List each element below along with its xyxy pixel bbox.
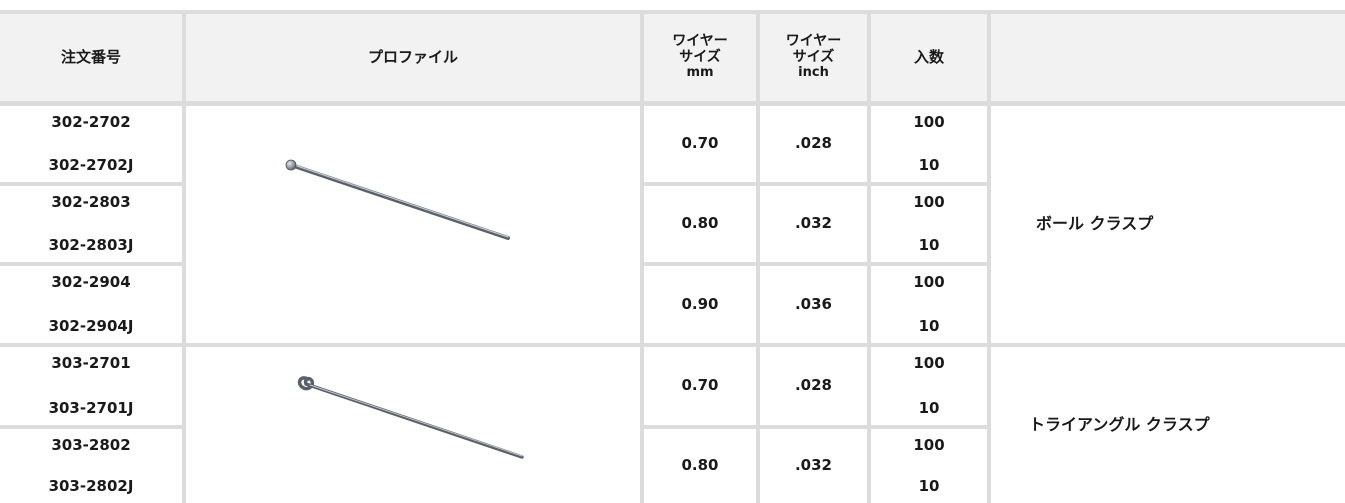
row-divider bbox=[642, 182, 989, 186]
wire-mm-cell: 0.70 bbox=[681, 134, 719, 153]
quantity-cell: 100 10 bbox=[913, 273, 945, 335]
header-wire-size-mm: ワイヤー サイズ mm bbox=[644, 14, 756, 101]
row-divider bbox=[642, 425, 989, 429]
col-divider bbox=[182, 10, 186, 503]
wire-inch-cell: .028 bbox=[794, 376, 832, 395]
row-divider bbox=[0, 262, 182, 266]
wire-inch-cell: .036 bbox=[794, 294, 832, 313]
order-number-cell: 303-2802 303-2802J bbox=[48, 436, 134, 495]
wire-mm-cell: 0.80 bbox=[681, 456, 719, 475]
top-border bbox=[0, 10, 1345, 14]
order-number-cell: 302-2702 302-2702J bbox=[48, 113, 134, 174]
order-number-cell: 303-2701 303-2701J bbox=[48, 354, 134, 417]
header-bottom-border bbox=[0, 101, 1345, 106]
header-profile: プロファイル bbox=[186, 14, 640, 101]
quantity-cell: 100 10 bbox=[913, 193, 945, 254]
header-quantity: 入数 bbox=[871, 14, 987, 101]
triangle-clasp-wire-image bbox=[297, 376, 524, 459]
row-divider bbox=[0, 182, 182, 186]
order-number-cell: 302-2803 302-2803J bbox=[48, 193, 134, 254]
row-divider bbox=[0, 425, 182, 429]
wire-mm-cell: 0.80 bbox=[681, 214, 719, 233]
group-label-triangle-clasp: トライアングル クラスプ bbox=[1029, 414, 1210, 434]
header-description bbox=[991, 14, 1345, 101]
col-divider bbox=[756, 10, 760, 503]
wire-inch-cell: .032 bbox=[794, 456, 832, 475]
header-order-number: 注文番号 bbox=[0, 14, 182, 101]
wire-inch-cell: .028 bbox=[794, 134, 832, 153]
col-divider bbox=[867, 10, 871, 503]
quantity-cell: 100 10 bbox=[913, 436, 945, 495]
wire-inch-cell: .032 bbox=[794, 214, 832, 233]
wire-mm-cell: 0.70 bbox=[681, 376, 719, 395]
order-number-cell: 302-2904 302-2904J bbox=[48, 273, 134, 335]
group-label-ball-clasp: ボール クラスプ bbox=[1036, 214, 1154, 234]
wire-mm-cell: 0.90 bbox=[681, 294, 719, 313]
quantity-cell: 100 10 bbox=[913, 113, 945, 174]
quantity-cell: 100 10 bbox=[913, 354, 945, 417]
col-divider bbox=[987, 10, 991, 503]
row-divider bbox=[642, 262, 989, 266]
group-divider bbox=[0, 343, 1345, 347]
ball-clasp-wire-image bbox=[285, 159, 510, 240]
col-divider bbox=[640, 10, 644, 503]
header-wire-size-inch: ワイヤー サイズ inch bbox=[760, 14, 867, 101]
